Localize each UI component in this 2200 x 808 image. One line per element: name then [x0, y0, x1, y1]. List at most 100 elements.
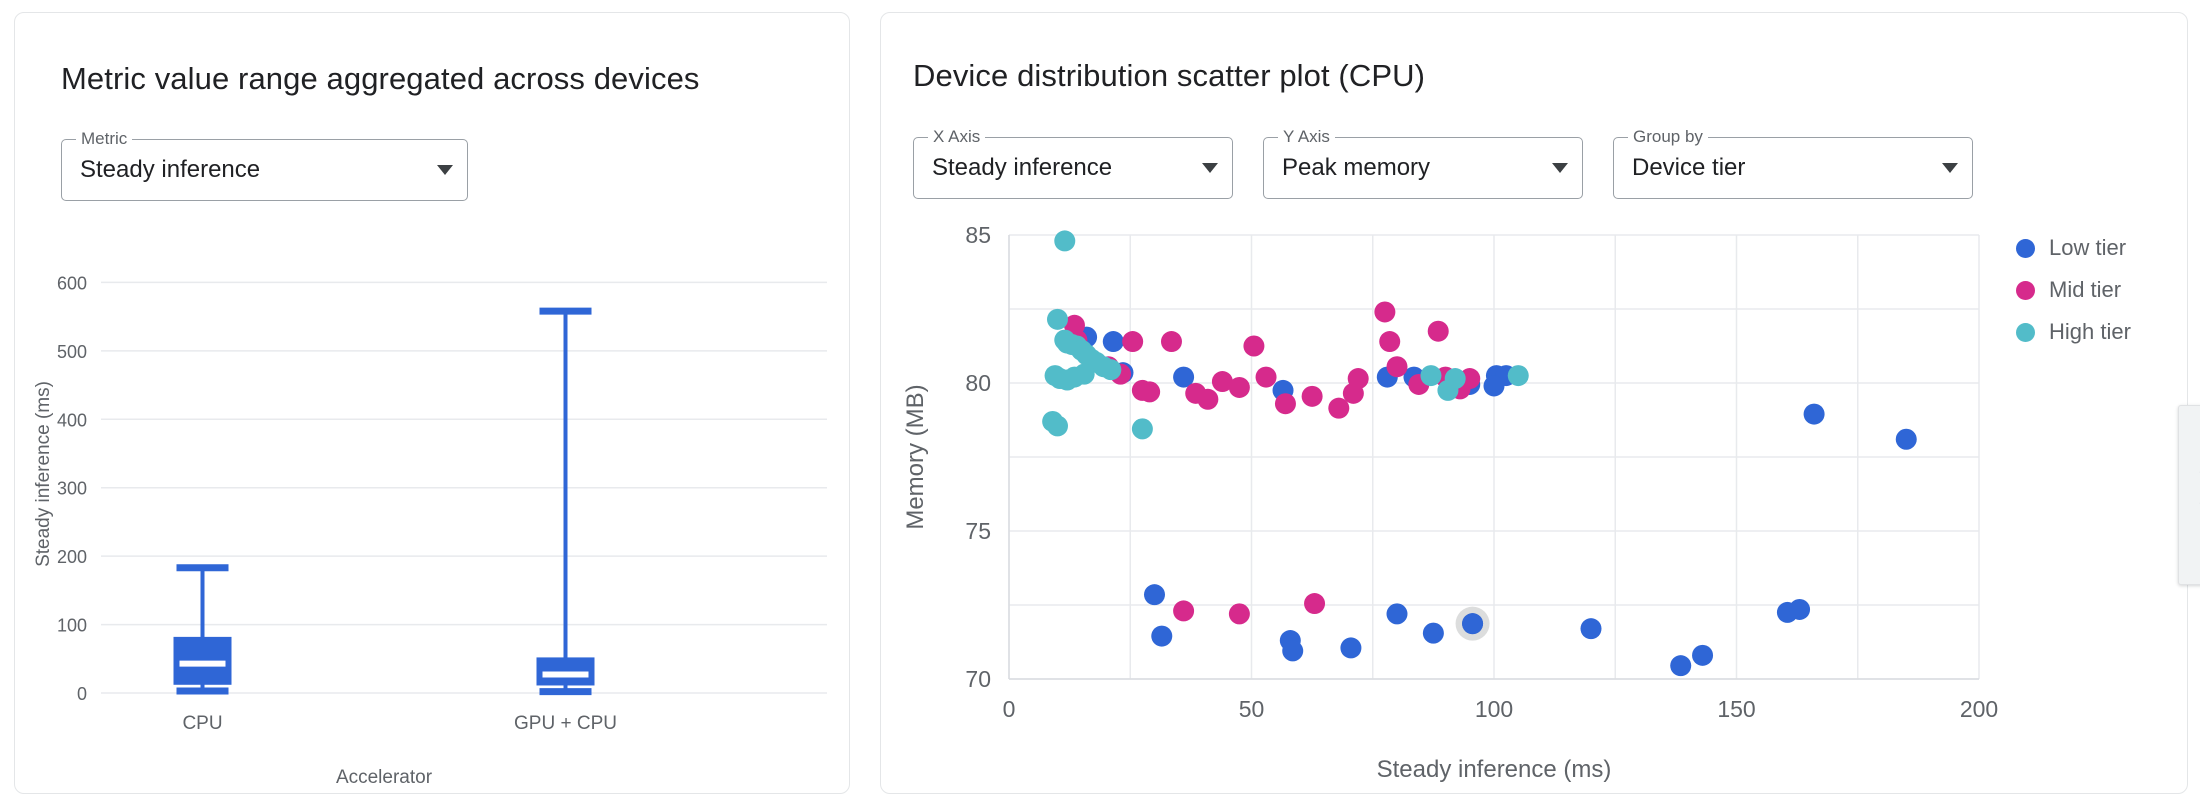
scatter-point[interactable]: [1144, 584, 1165, 606]
chevron-down-icon: [1202, 163, 1218, 173]
scatter-point[interactable]: [1282, 640, 1304, 662]
y-tick-label: 500: [57, 342, 87, 362]
scatter-point[interactable]: [1420, 365, 1442, 387]
x-tick-label: 50: [1239, 696, 1265, 722]
scatter-point[interactable]: [1670, 655, 1692, 677]
scatter-point[interactable]: [1131, 418, 1153, 440]
y-tick-label: 400: [57, 410, 87, 430]
chevron-down-icon: [437, 165, 453, 175]
scatter-point[interactable]: [1692, 644, 1714, 666]
x-tick-label: 200: [1960, 696, 1998, 722]
group-by-select-value: Device tier: [1632, 154, 1746, 181]
scatter-series[interactable]: [1042, 230, 1529, 440]
scatter-point[interactable]: [1100, 359, 1122, 381]
scatter-plot-title: Device distribution scatter plot (CPU): [913, 58, 1426, 93]
scatter-point[interactable]: [1803, 403, 1825, 425]
scatter-point[interactable]: [1228, 376, 1250, 398]
metric-select-label: Metric: [76, 129, 133, 149]
legend-item[interactable]: Mid tier: [2016, 277, 2131, 303]
scatter-point[interactable]: [1122, 331, 1144, 353]
scatter-point[interactable]: [1580, 618, 1602, 640]
scatter-point[interactable]: [1274, 393, 1296, 415]
chevron-down-icon: [1942, 163, 1958, 173]
box-plot-card: Metric value range aggregated across dev…: [14, 12, 850, 794]
scatter-point[interactable]: [1102, 331, 1124, 353]
y-axis-select-label: Y Axis: [1278, 127, 1335, 147]
scatter-tooltip: Samsung Galaxy A51 - Steady inference (m…: [2178, 405, 2200, 585]
scatter-point[interactable]: [1789, 598, 1811, 620]
scatter-point[interactable]: [1173, 600, 1195, 622]
x-axis-select-label: X Axis: [928, 127, 986, 147]
scatter-point[interactable]: [1173, 366, 1195, 388]
metric-select[interactable]: Metric Steady inference: [61, 129, 468, 201]
y-tick-label: 80: [965, 370, 991, 396]
scatter-series[interactable]: [1076, 326, 1917, 677]
box-plot-title: Metric value range aggregated across dev…: [61, 61, 700, 96]
x-axis-title: Steady inference (ms): [1377, 756, 1612, 783]
legend-color-dot-icon: [2016, 238, 2035, 258]
x-category-label: GPU + CPU: [514, 713, 617, 734]
scatter-plot-chart[interactable]: 70 75 80 85 0 50 100 150 200 Steady inference (ms…: [881, 215, 2011, 805]
x-axis-select[interactable]: X Axis Steady inference: [913, 127, 1233, 199]
scatter-point[interactable]: [1151, 625, 1173, 647]
x-tick-label: 150: [1717, 696, 1755, 722]
y-axis-title: Memory (MB): [902, 384, 929, 529]
y-tick-label: 70: [965, 666, 991, 692]
scatter-point[interactable]: [1255, 366, 1277, 388]
group-by-select[interactable]: Group by Device tier: [1613, 127, 1973, 199]
box-plot-box[interactable]: [173, 564, 232, 695]
scatter-point[interactable]: [1047, 308, 1068, 330]
chevron-down-icon: [1552, 163, 1568, 173]
y-tick-label: 100: [57, 616, 87, 636]
scatter-plot-card: Device distribution scatter plot (CPU) X…: [880, 12, 2200, 794]
scatter-point[interactable]: [1047, 415, 1068, 437]
x-tick-label: 100: [1475, 696, 1513, 722]
box-iqr: [536, 657, 595, 686]
y-axis-select-value: Peak memory: [1282, 154, 1431, 181]
scatter-point[interactable]: [1483, 375, 1505, 397]
scatter-point[interactable]: [1228, 603, 1250, 625]
scatter-point[interactable]: [1386, 356, 1408, 378]
scatter-point[interactable]: [1197, 388, 1219, 410]
scatter-point[interactable]: [1328, 397, 1350, 419]
scatter-point[interactable]: [1243, 335, 1265, 357]
x-category-label: CPU: [182, 713, 222, 734]
scatter-point[interactable]: [1301, 385, 1323, 407]
scatter-series[interactable]: [1063, 301, 1481, 625]
x-axis-title: Accelerator: [336, 767, 433, 788]
scatter-point-highlighted[interactable]: [1462, 613, 1484, 635]
metric-select-value: Steady inference: [80, 156, 261, 183]
scatter-point[interactable]: [1073, 363, 1095, 385]
legend-item[interactable]: Low tier: [2016, 235, 2131, 261]
scatter-point[interactable]: [1160, 331, 1182, 353]
y-axis-select[interactable]: Y Axis Peak memory: [1263, 127, 1583, 199]
y-tick-label: 0: [77, 684, 87, 704]
scatter-point[interactable]: [1054, 230, 1076, 252]
legend-item[interactable]: High tier: [2016, 319, 2131, 345]
y-tick-label: 300: [57, 479, 87, 499]
scatter-point[interactable]: [1304, 593, 1326, 615]
scatter-point[interactable]: [1507, 365, 1529, 387]
scatter-point[interactable]: [1139, 381, 1161, 403]
scatter-point[interactable]: [1379, 331, 1401, 353]
scatter-point[interactable]: [1422, 622, 1444, 644]
y-tick-label: 200: [57, 547, 87, 567]
x-tick-label: 0: [1003, 696, 1016, 722]
scatter-point[interactable]: [1340, 637, 1362, 659]
y-tick-label: 85: [965, 222, 991, 248]
scatter-point[interactable]: [1437, 379, 1459, 401]
group-by-select-label: Group by: [1628, 127, 1708, 147]
legend-label: Low tier: [2049, 235, 2127, 260]
box-plot-chart: 0 100 200 300 400 500 600 CPU GPU + CPU Accelerat…: [33, 273, 827, 788]
legend-color-dot-icon: [2016, 322, 2035, 342]
legend-color-dot-icon: [2016, 280, 2035, 300]
scatter-point[interactable]: [1211, 371, 1233, 393]
box-plot-box[interactable]: [536, 307, 595, 696]
scatter-point[interactable]: [1342, 382, 1364, 404]
scatter-legend: Low tier Mid tier High tier: [2016, 235, 2131, 345]
scatter-point[interactable]: [1386, 603, 1408, 625]
scatter-point[interactable]: [1895, 428, 1917, 450]
scatter-point[interactable]: [1374, 301, 1396, 323]
scatter-point[interactable]: [1427, 320, 1449, 342]
